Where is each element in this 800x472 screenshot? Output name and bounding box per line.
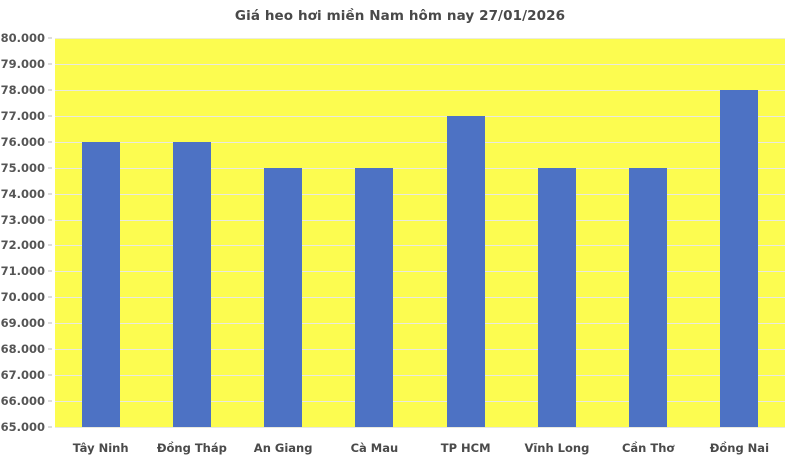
y-axis-tick-label: 65.000: [0, 420, 45, 434]
gridline: [55, 427, 785, 428]
y-axis-tick-label: 68.000: [0, 342, 45, 357]
y-axis-tick-mark: [48, 270, 52, 272]
bar[interactable]: [355, 167, 394, 427]
y-axis-tick-label: 78.000: [0, 82, 45, 97]
y-axis-tick-mark: [48, 374, 52, 376]
y-axis-tick-mark: [48, 219, 52, 221]
x-axis-tick-label: Tây Ninh: [72, 441, 129, 455]
x-axis-tick-label: Cà Mau: [350, 441, 399, 455]
x-axis-tick-label: Cần Thơ: [621, 441, 675, 455]
bar-slot: [146, 38, 237, 427]
bar-slot: [420, 38, 511, 427]
bar[interactable]: [446, 115, 485, 427]
gridline: [55, 297, 785, 299]
y-axis-tick-mark: [48, 37, 52, 39]
y-axis-tick-mark: [48, 89, 52, 91]
gridline: [55, 63, 785, 65]
bar[interactable]: [537, 167, 576, 427]
y-axis-tick-label: 74.000: [0, 186, 45, 201]
bar-slot: [694, 38, 785, 427]
y-axis-tick-mark: [48, 141, 52, 143]
x-axis: Tây Ninh Đồng Tháp An Giang Cà Mau TP HCM Vĩn…: [55, 427, 785, 472]
bar[interactable]: [172, 141, 211, 427]
gridline: [55, 245, 785, 247]
y-axis-tick-label: 69.000: [0, 316, 45, 331]
y-axis-tick-mark: [48, 244, 52, 246]
y-axis-tick-label: 79.000: [0, 56, 45, 71]
plot-area: [55, 38, 785, 428]
y-axis-tick-mark: [48, 400, 52, 402]
gridline: [55, 141, 785, 143]
chart-title: Giá heo hơi miền Nam hôm nay 27/01/2026: [234, 8, 566, 24]
y-axis: 80.000 79.000 78.000 77.000 76.000 75.000 74.0…: [0, 31, 52, 434]
y-axis-tick-mark: [48, 296, 52, 298]
bar-slot: [238, 38, 329, 427]
y-axis-tick-label: 76.000: [0, 134, 45, 149]
y-axis-tick-label: 77.000: [0, 108, 45, 123]
bar-slot: [603, 38, 694, 427]
gridline: [55, 401, 785, 403]
x-axis-tick-label: An Giang: [253, 441, 313, 455]
y-axis-tick-label: 72.000: [0, 238, 45, 253]
y-axis-tick-label: 73.000: [0, 212, 45, 227]
y-axis-tick-mark: [48, 167, 52, 169]
x-axis-tick-label: Đồng Tháp: [156, 441, 227, 455]
x-axis-tick-label: Đồng Nai: [709, 441, 770, 455]
gridline: [55, 38, 785, 39]
gridline: [55, 349, 785, 351]
y-axis-tick-label: 70.000: [0, 290, 45, 305]
y-axis-tick-label: 75.000: [0, 160, 45, 175]
y-axis-tick-label: 67.000: [0, 368, 45, 383]
y-axis-tick-mark: [48, 193, 52, 195]
y-axis-tick-label: 71.000: [0, 264, 45, 279]
y-axis-tick-mark: [48, 322, 52, 324]
gridline: [55, 193, 785, 195]
bar-slot: [329, 38, 420, 427]
gridline: [55, 271, 785, 273]
x-axis-tick-label: TP HCM: [440, 441, 491, 455]
gridline: [55, 89, 785, 91]
bar[interactable]: [264, 167, 303, 427]
y-axis-tick-label: 80.000: [0, 31, 45, 45]
y-axis-tick-mark: [48, 63, 52, 65]
bar-slot: [511, 38, 602, 427]
gridline: [55, 375, 785, 377]
bar[interactable]: [629, 167, 668, 427]
gridline: [55, 219, 785, 221]
y-axis-tick-mark: [48, 426, 52, 428]
y-axis-tick-mark: [48, 348, 52, 350]
x-axis-tick-label: Vĩnh Long: [524, 441, 590, 455]
gridline: [55, 115, 785, 117]
y-axis-tick-mark: [48, 115, 52, 117]
bar[interactable]: [81, 141, 120, 427]
y-axis-tick-label: 66.000: [0, 394, 45, 409]
bar-slot: [55, 38, 146, 427]
bar[interactable]: [720, 89, 759, 427]
gridline: [55, 323, 785, 325]
gridline: [55, 167, 785, 169]
